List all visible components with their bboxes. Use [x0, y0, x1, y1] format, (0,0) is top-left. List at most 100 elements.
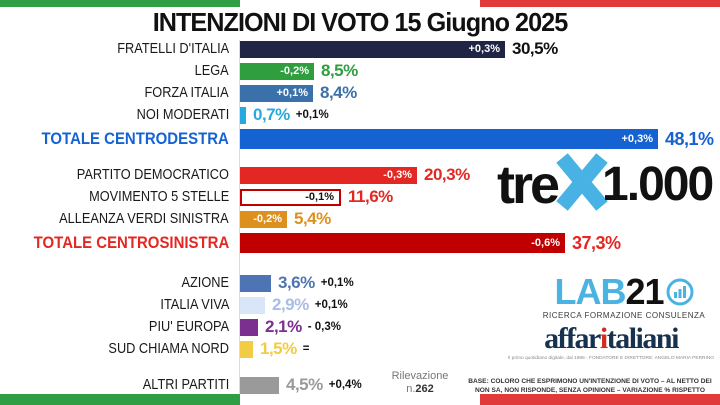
- bar-area: +0,3% 30,5%: [240, 39, 720, 59]
- bar-area: -0,3% 20,3%: [240, 165, 720, 185]
- party-bar: [240, 106, 246, 124]
- percent-value: 20,3%: [424, 165, 470, 184]
- bar-area: -0,1% 11,6%: [240, 187, 720, 207]
- party-bar: -0,2%: [240, 210, 287, 228]
- bar-area: 0,7% +0,1%: [240, 105, 720, 125]
- trex1000-logo-text-left: tre: [497, 154, 560, 215]
- survey-number: Rilevazione n.262: [383, 370, 457, 396]
- flag-strip-top: [0, 0, 720, 7]
- percent-value: 11,6%: [348, 187, 393, 206]
- bar-area: -0,2% 8,5%: [240, 61, 720, 81]
- party-label-text: SUD CHIAMA NORD: [108, 341, 229, 357]
- flag-green-segment: [0, 0, 240, 7]
- bar-area: +0,3% 48,1%: [240, 129, 720, 150]
- lab21-logo-21: 21: [625, 271, 664, 312]
- party-label: ITALIA VIVA: [0, 297, 239, 313]
- trex1000-logo: tre 1.000: [497, 153, 714, 216]
- change-value: +0,1%: [314, 299, 348, 311]
- change-value: -0,6%: [531, 237, 560, 249]
- party-bar: [240, 376, 279, 394]
- change-value: +0,4%: [328, 379, 362, 391]
- group-altri-partiti: ALTRI PARTITI 4,5% +0,4%: [0, 374, 720, 396]
- bar-area: +0,1% 8,4%: [240, 83, 720, 103]
- percent-value: 8,5%: [321, 61, 358, 80]
- party-label: AZIONE: [0, 275, 239, 291]
- percent-value: 30,5%: [512, 39, 558, 58]
- bar-chart: FRATELLI D'ITALIA +0,3% 30,5% LEGA -0,2% 8,5%…: [0, 38, 720, 396]
- party-label: FRATELLI D'ITALIA: [0, 41, 239, 57]
- party-label: ALTRI PARTITI: [0, 377, 239, 393]
- party-label: TOTALE CENTRODESTRA: [0, 129, 239, 149]
- affaritaliani-part3: taliani: [606, 322, 680, 355]
- percent-value: 3,6%: [278, 273, 315, 292]
- chart-row: PIU' EUROPA 2,1% - 0,3%: [0, 316, 720, 338]
- survey-no-prefix: n.: [406, 383, 416, 396]
- party-label-text: AZIONE: [181, 275, 229, 291]
- bar-area: 4,5% +0,4%: [240, 375, 720, 395]
- bar-area: 3,6% +0,1%: [240, 273, 720, 293]
- percent-value: 2,1%: [265, 317, 302, 336]
- change-value: +0,1%: [320, 277, 354, 289]
- party-label-text: ITALIA VIVA: [159, 297, 229, 313]
- party-bar: -0,1%: [240, 188, 341, 206]
- party-bar: +0,1%: [240, 84, 313, 102]
- chart-row: TOTALE CENTRODESTRA +0,3% 48,1%: [0, 126, 720, 152]
- affaritaliani-logo: affaritaliani Il primo quotidiano digita…: [504, 322, 718, 362]
- affaritaliani-part1: affar: [544, 322, 601, 355]
- chart-row: NOI MODERATI 0,7% +0,1%: [0, 104, 720, 126]
- flag-strip-bottom: [0, 394, 720, 405]
- group-centrodestra: FRATELLI D'ITALIA +0,3% 30,5% LEGA -0,2% 8,5%…: [0, 38, 720, 152]
- chart-row: LEGA -0,2% 8,5%: [0, 60, 720, 82]
- party-label-text: FORZA ITALIA: [144, 85, 229, 101]
- flag-white-segment: [240, 0, 480, 7]
- change-value: +0,3%: [621, 133, 654, 145]
- chart-axis-line: [239, 40, 240, 395]
- chart-row: ALLEANZA VERDI SINISTRA -0,2% 5,4%: [0, 208, 720, 230]
- bar-area: -0,2% 5,4%: [240, 209, 720, 229]
- party-bar: [240, 274, 271, 292]
- affaritaliani-part2: i: [599, 322, 608, 355]
- party-bar: -0,3%: [240, 166, 417, 184]
- party-label: TOTALE CENTROSINISTRA: [0, 233, 239, 253]
- change-value: -0,3%: [383, 169, 412, 181]
- change-value: -0,1%: [305, 191, 334, 203]
- chart-row: FRATELLI D'ITALIA +0,3% 30,5%: [0, 38, 720, 60]
- party-label: MOVIMENTO 5 STELLE: [0, 189, 239, 205]
- flag-green-segment: [0, 394, 240, 405]
- chart-row: TOTALE CENTROSINISTRA -0,6% 37,3%: [0, 230, 720, 256]
- group-centrosinistra: PARTITO DEMOCRATICO -0,3% 20,3% MOVIMENTO 5…: [0, 164, 720, 256]
- chart-row: FORZA ITALIA +0,1% 8,4%: [0, 82, 720, 104]
- party-label-text: NOI MODERATI: [136, 107, 229, 123]
- change-value: +0,1%: [276, 87, 309, 99]
- percent-value: 5,4%: [294, 209, 331, 228]
- flag-white-segment: [240, 394, 480, 405]
- party-label: PIU' EUROPA: [0, 319, 239, 335]
- party-label-text: FRATELLI D'ITALIA: [117, 41, 229, 57]
- party-label-text: PIU' EUROPA: [148, 319, 229, 335]
- party-label-text: PARTITO DEMOCRATICO: [76, 167, 229, 183]
- party-label: PARTITO DEMOCRATICO: [0, 167, 239, 183]
- survey-label: Rilevazione: [391, 370, 449, 382]
- percent-value: 37,3%: [572, 232, 621, 253]
- party-label-text: TOTALE CENTROSINISTRA: [33, 233, 229, 252]
- change-value: -0,2%: [280, 65, 309, 77]
- change-value: -0,2%: [253, 213, 282, 225]
- bar-area: 2,1% - 0,3%: [240, 317, 720, 337]
- party-bar: [240, 340, 253, 358]
- chart-row: ITALIA VIVA 2,9% +0,1%: [0, 294, 720, 316]
- party-bar: -0,2%: [240, 62, 314, 80]
- party-bar: +0,3%: [240, 40, 505, 58]
- group-centro-altri: AZIONE 3,6% +0,1% ITALIA VIVA 2,9% +0,1% PIU' …: [0, 272, 720, 360]
- chart-row: SUD CHIAMA NORD 1,5% =: [0, 338, 720, 360]
- party-label-text: ALLEANZA VERDI SINISTRA: [59, 211, 229, 227]
- change-value: +0,3%: [468, 43, 501, 55]
- bar-area: 1,5% =: [240, 339, 720, 359]
- lab21-tagline: RICERCA FORMAZIONE CONSULENZA: [542, 311, 706, 320]
- change-value: +0,1%: [295, 109, 329, 121]
- bar-area: -0,6% 37,3%: [240, 233, 720, 254]
- trex1000-logo-text-right: 1.000: [602, 158, 714, 211]
- party-label-text: TOTALE CENTRODESTRA: [41, 129, 229, 148]
- party-bar: +0,3%: [240, 129, 658, 149]
- lab21-barchart-icon: [666, 278, 694, 306]
